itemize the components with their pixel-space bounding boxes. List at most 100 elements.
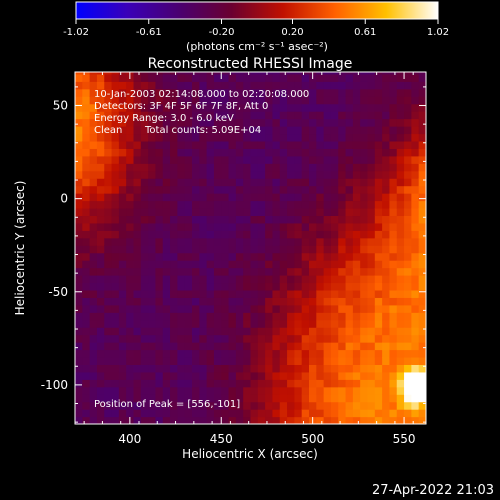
heatmap-cell [89,178,98,187]
heatmap-cell [294,327,303,336]
heatmap-cell [367,222,376,231]
heatmap-cell [199,319,208,328]
heatmap-cell [396,170,405,179]
heatmap-cell [192,126,200,135]
heatmap-cell [75,118,83,127]
heatmap-cell [330,155,339,164]
heatmap-cell [360,364,369,373]
heatmap-cell [396,371,405,380]
heatmap-cell [301,178,310,187]
heatmap-cell [126,96,135,105]
heatmap-cell [316,260,325,269]
heatmap-cell [104,252,113,261]
heatmap-cell [294,379,303,388]
heatmap-cell [374,289,383,298]
heatmap-cell [352,193,361,202]
heatmap-cell [389,222,398,231]
heatmap-cell [374,81,383,90]
heatmap-cell [206,334,215,343]
heatmap-cell [404,401,412,410]
heatmap-cell [294,356,303,365]
heatmap-cell [162,126,171,135]
heatmap-cell [382,252,391,261]
heatmap-cell [89,356,98,365]
heatmap-cell [177,252,186,261]
heatmap-cell [301,334,310,343]
heatmap-cell [206,103,215,112]
heatmap-cell [126,81,135,90]
heatmap-cell [118,260,127,269]
heatmap-cell [221,297,230,306]
heatmap-cell [206,409,215,418]
heatmap-cell [330,88,339,97]
heatmap-cell [367,193,376,202]
heatmap-cell [265,163,274,172]
heatmap-cell [133,155,142,164]
heatmap-cell [126,327,135,336]
heatmap-cell [148,356,157,365]
heatmap-cell [345,88,354,97]
heatmap-cell [294,193,303,202]
heatmap-cell [126,364,135,373]
heatmap-cell [75,260,83,269]
heatmap-cell [250,193,259,202]
heatmap-cell [96,275,105,284]
heatmap-cell [228,252,237,261]
heatmap-cell [382,207,391,217]
heatmap-cell [111,275,120,284]
heatmap-cell [155,178,164,187]
heatmap-cell [338,148,347,157]
heatmap-cell [133,371,142,380]
heatmap-cell [338,275,347,284]
heatmap-cell [396,289,405,298]
heatmap-cell [367,282,376,291]
heatmap-cell [382,275,391,284]
heatmap-cell [148,394,157,403]
heatmap-cell [155,349,164,358]
heatmap-cell [287,379,295,388]
heatmap-cell [374,312,383,321]
heatmap-cell [279,126,288,135]
heatmap-cell [272,416,281,424]
heatmap-cell [155,88,164,97]
heatmap-cell [192,267,200,276]
heatmap-cell [155,364,164,373]
heatmap-cell [309,349,317,358]
heatmap-cell [133,207,142,217]
heatmap-cell [411,342,420,351]
heatmap-cell [301,364,310,373]
heatmap-cell [213,193,222,202]
heatmap-cell [111,200,120,209]
heatmap-cell [126,126,135,135]
heatmap-cell [133,334,142,343]
heatmap-cell [148,81,157,90]
heatmap-cell [294,222,303,231]
heatmap-cell [82,178,91,187]
heatmap-cell [243,118,252,127]
heatmap-cell [316,289,325,298]
heatmap-cell [235,349,244,358]
annotation-counts: Total counts: 5.09E+04 [144,125,261,136]
heatmap-cell [148,304,157,313]
heatmap-cell [418,349,426,358]
heatmap-cell [243,200,252,209]
heatmap-cell [418,72,426,75]
heatmap-cell [396,267,405,276]
heatmap-cell [170,401,178,410]
heatmap-cell [250,364,259,373]
heatmap-cell [89,379,98,388]
heatmap-cell [374,237,383,246]
heatmap-cell [396,394,405,403]
heatmap-cell [192,409,200,418]
heatmap-cell [257,327,266,336]
heatmap-cell [82,409,91,418]
heatmap-cell [140,260,149,269]
heatmap-cell [206,140,215,149]
heatmap-cell [382,237,391,246]
heatmap-cell [228,416,237,424]
heatmap-cell [184,401,193,410]
heatmap-cell [243,334,252,343]
heatmap-cell [192,200,200,209]
heatmap-cell [206,349,215,358]
heatmap-cell [279,140,288,149]
